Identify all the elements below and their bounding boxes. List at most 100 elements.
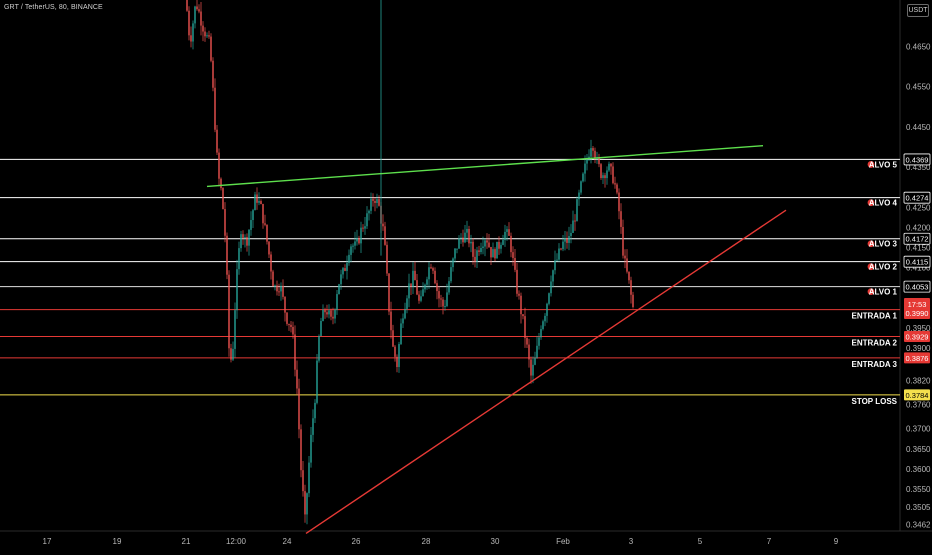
candle-body [440,298,442,300]
candle-body [242,234,244,238]
candle [362,224,364,232]
candle-body [306,493,308,515]
candle-body [274,285,276,287]
candle [586,154,588,171]
candle [472,238,474,265]
candle [414,261,416,281]
candle [540,325,542,340]
candle [598,153,600,168]
candle [606,166,608,185]
candle [406,295,408,314]
price-tick-label: 0.3505 [906,503,931,512]
candle [420,290,422,303]
candle-body [332,316,334,319]
candle-body [282,285,284,297]
candle-body [622,226,624,256]
candle [284,296,286,322]
candle [520,292,522,324]
candle-body [280,285,282,292]
candle-body [386,244,388,274]
candle-body [276,285,278,292]
price-tags: 0.43690.42740.41720.41150.40530.39960.39… [903,153,931,401]
candle-body [322,309,324,322]
candle [624,249,626,269]
candle-body [630,280,632,295]
candle-body [394,346,396,357]
candle-body [402,318,404,324]
candle-body [454,248,456,259]
level-label: ALVO 2 [869,263,898,272]
candle [376,193,378,209]
candle [348,249,350,266]
candle-body [336,294,338,310]
candle-body [552,270,554,282]
candle [194,5,196,29]
candle [490,246,492,265]
candle [254,191,256,211]
candle [296,360,298,396]
candle-body [404,308,406,319]
candle [384,221,386,246]
candle [526,335,528,349]
candle-body [330,310,332,317]
candle-body [288,323,290,325]
candle-body [254,194,256,211]
candle [454,247,456,263]
candle [288,323,290,331]
candle [210,33,212,63]
price-tag: 0.3929 [906,333,929,342]
level-labels: ALVO 5 ALVO 4 ALVO 3 ALVO 2 ALVO 1 ENTRADA 1 E… [852,160,898,406]
candle-body [570,232,572,236]
candle [390,301,392,339]
trendline-resistance [206,145,764,188]
candle [514,249,516,273]
candle-body [460,237,462,239]
candle-body [430,267,432,269]
candle [218,148,220,187]
candle [608,161,610,172]
candle-body [616,184,618,193]
candle-body [598,157,600,165]
candle-body [300,429,302,471]
candle-body [340,274,342,285]
time-tick-label: 5 [698,537,703,546]
candle-body [372,198,374,201]
candle-body [202,25,204,32]
candle-body [278,291,280,293]
candle [466,220,468,243]
price-tag: 0.4274 [906,194,929,203]
candle [428,261,430,289]
candle-body [256,194,258,203]
candle [574,214,576,231]
candle [352,243,354,253]
time-tick-label: 21 [182,537,191,546]
candle-body [358,237,360,244]
candle-body [496,241,498,259]
candle-body [486,240,488,243]
candle-body [270,254,272,272]
candle [418,290,420,304]
candle [612,162,614,185]
candle-body [406,298,408,309]
candle-body [362,227,364,229]
candle-body [382,223,384,227]
candle [532,356,534,384]
candle [450,260,452,284]
candle-body [526,337,528,345]
currency-badge[interactable]: USDT [907,4,929,17]
candle [498,236,500,255]
candle-body [302,470,304,492]
candle-body [228,274,230,349]
candle [440,294,442,307]
candle-body [226,235,228,275]
candle [518,290,520,300]
candle [530,356,532,384]
candle [216,124,218,155]
candle-body [572,220,574,233]
candle-body [562,241,564,250]
price-tick-label: 0.3950 [906,324,931,333]
time-tick-label: 9 [834,537,839,546]
candle-body [510,235,512,253]
